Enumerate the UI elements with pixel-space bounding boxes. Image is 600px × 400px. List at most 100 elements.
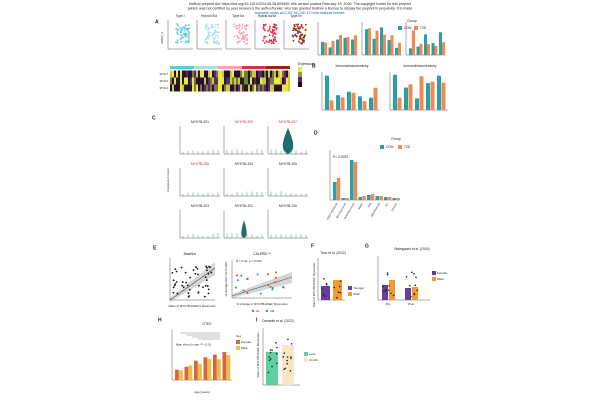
umap-point bbox=[244, 27, 247, 30]
heatmap-cell bbox=[264, 77, 266, 85]
axis-label: Ratio of MYH7B-ESEF's Myonuclei bbox=[169, 304, 216, 308]
bar bbox=[321, 42, 324, 55]
heatmap-cell bbox=[176, 84, 178, 92]
colorbar bbox=[298, 82, 302, 87]
heatmap-cell bbox=[182, 70, 184, 78]
bar bbox=[405, 288, 411, 300]
scatter-point bbox=[206, 266, 208, 269]
heatmap-cell bbox=[258, 70, 260, 78]
bar bbox=[382, 285, 388, 300]
bar bbox=[416, 46, 420, 55]
scatter-point bbox=[198, 284, 200, 287]
heatmap-cell bbox=[206, 77, 208, 85]
umap-point bbox=[186, 29, 189, 32]
legend-label: Female bbox=[437, 271, 447, 275]
heatmap-cell bbox=[196, 84, 198, 92]
axis-label: UMAP_2 bbox=[160, 32, 164, 44]
umap-point bbox=[276, 27, 278, 30]
scatter-point bbox=[386, 272, 389, 274]
bar bbox=[184, 366, 189, 380]
umap-point bbox=[175, 41, 177, 44]
heatmap-cell bbox=[272, 84, 274, 92]
heatmap-cell bbox=[212, 70, 214, 78]
scatter-point bbox=[172, 286, 175, 289]
umap-point bbox=[205, 25, 208, 28]
heatmap-cell bbox=[264, 70, 266, 78]
umap-point bbox=[175, 28, 178, 30]
bar bbox=[341, 198, 345, 200]
heatmap-cell bbox=[246, 77, 248, 85]
scatter-point bbox=[321, 287, 323, 290]
heatmap-cell bbox=[288, 77, 290, 85]
umap-point bbox=[243, 25, 246, 28]
heatmap-cell bbox=[222, 70, 224, 78]
heatmap-cell bbox=[242, 84, 244, 92]
header-text: (which was not certified by peer review)… bbox=[188, 6, 412, 10]
x-tick-label: FAP bbox=[367, 202, 373, 208]
umap-point bbox=[299, 27, 301, 30]
cluster-title: Type IIa bbox=[232, 14, 244, 18]
heatmap-cell bbox=[174, 84, 176, 92]
bar bbox=[373, 87, 378, 110]
heatmap-cell bbox=[200, 77, 202, 85]
bar bbox=[383, 34, 386, 55]
umap-point bbox=[211, 23, 213, 26]
x-tick-label: SMC/Pericyte bbox=[370, 201, 382, 217]
umap-point bbox=[299, 42, 302, 44]
chart-title: CALERIE™ bbox=[253, 252, 270, 256]
umap-point bbox=[273, 23, 276, 26]
umap-point bbox=[303, 34, 306, 37]
scatter-point bbox=[204, 284, 207, 287]
heatmap-cell bbox=[208, 70, 210, 78]
chart-title: Immunohistochemistry bbox=[336, 64, 369, 68]
umap-point bbox=[299, 31, 302, 34]
subplot-title: MYH7B-201 bbox=[191, 120, 209, 124]
umap-point bbox=[293, 27, 296, 30]
umap-point bbox=[185, 32, 188, 35]
chart-title: Malmgaard et al. (2019) bbox=[394, 247, 429, 251]
heatmap-cell bbox=[198, 84, 200, 92]
heatmap-cell bbox=[288, 84, 290, 92]
umap-point bbox=[273, 39, 276, 42]
panel-letter: I bbox=[256, 317, 258, 323]
scatter-point bbox=[323, 295, 326, 297]
bar bbox=[188, 365, 193, 380]
heatmap-cell bbox=[268, 77, 270, 85]
umap-point bbox=[217, 23, 220, 26]
legend-swatch bbox=[304, 358, 308, 362]
heatmap-row-label: MYH1 bbox=[160, 86, 169, 90]
umap-point bbox=[268, 34, 271, 37]
scatter-point bbox=[286, 356, 289, 358]
umap-point bbox=[294, 29, 297, 31]
heatmap-cell bbox=[178, 77, 180, 85]
heatmap-cell bbox=[240, 84, 242, 92]
heatmap-cell bbox=[178, 84, 180, 92]
umap-point bbox=[179, 33, 182, 36]
heatmap-cell bbox=[226, 84, 228, 92]
legend-swatch bbox=[304, 352, 308, 356]
scatter-point bbox=[282, 285, 285, 288]
heatmap-cell bbox=[252, 70, 254, 78]
heatmap-cell bbox=[186, 70, 188, 78]
heatmap-cell bbox=[244, 84, 246, 92]
heatmap-cell bbox=[208, 84, 210, 92]
umap-point bbox=[188, 34, 191, 37]
bar bbox=[427, 44, 430, 55]
scatter-point bbox=[413, 272, 415, 275]
bar bbox=[434, 45, 438, 55]
heatmap-cell bbox=[240, 77, 242, 85]
umap-point bbox=[272, 29, 274, 32]
bar bbox=[339, 35, 342, 55]
legend-swatch bbox=[380, 145, 384, 149]
scatter-point bbox=[392, 294, 395, 297]
heatmap-cell bbox=[210, 70, 212, 78]
scatter-point bbox=[175, 270, 178, 273]
heatmap-cell bbox=[284, 77, 286, 85]
heatmap-cell bbox=[252, 84, 254, 92]
scatter-point bbox=[338, 285, 341, 288]
umap-point bbox=[235, 25, 238, 28]
heatmap-cell bbox=[266, 84, 268, 92]
bar bbox=[362, 196, 366, 200]
heatmap-cell bbox=[230, 70, 232, 78]
heatmap-cell bbox=[276, 70, 278, 78]
